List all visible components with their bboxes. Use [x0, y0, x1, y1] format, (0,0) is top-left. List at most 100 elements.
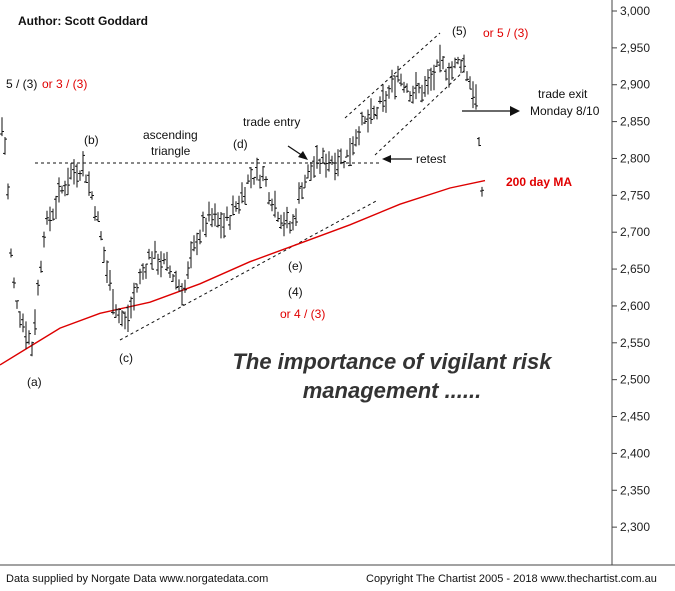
- ohlc-bar: [180, 283, 184, 306]
- ohlc-bar: [306, 164, 310, 179]
- ohlc-bar: [213, 203, 217, 227]
- ohlc-bar: [402, 81, 406, 93]
- ohlc-bar: [453, 57, 457, 69]
- ohlc-bar: [405, 83, 409, 93]
- ohlc-bar: [63, 180, 67, 197]
- y-tick-label: 3,000: [620, 4, 650, 18]
- ohlc-bar: [444, 68, 448, 81]
- ohlc-bar: [435, 59, 439, 67]
- ohlc-bar: [396, 65, 400, 83]
- ohlc-bar: [51, 208, 55, 221]
- y-axis: 2,300 2,350 2,400 2,450 2,500 2,550 2,600 2,650…: [612, 4, 650, 534]
- ohlc-bar: [198, 229, 202, 245]
- ohlc-bar: [228, 215, 232, 230]
- ohlc-bar: [117, 308, 121, 324]
- ohlc-bar: [183, 279, 187, 293]
- ohlc-bar: [201, 211, 205, 232]
- ohlc-bar: [96, 211, 100, 222]
- ohlc-bar: [423, 76, 427, 97]
- wave-d-label: (d): [233, 137, 248, 151]
- ohlc-bar: [114, 304, 118, 318]
- trade-entry-label: trade entry: [243, 115, 300, 129]
- author-label: Author: Scott Goddard: [18, 14, 148, 28]
- ohlc-bar: [318, 158, 322, 174]
- triangle-label: triangle: [151, 144, 191, 158]
- price-bars: [0, 44, 484, 357]
- ohlc-bar: [54, 195, 58, 220]
- ohlc-bar: [468, 76, 472, 90]
- retest-label: retest: [416, 152, 447, 166]
- ohlc-bar: [420, 84, 424, 103]
- ohlc-bar: [93, 206, 97, 221]
- ohlc-bar: [60, 185, 64, 194]
- ohlc-bar: [75, 163, 79, 188]
- wave-4-label: (4): [288, 285, 303, 299]
- ohlc-bar: [348, 138, 352, 167]
- ohlc-bar: [9, 248, 13, 258]
- ohlc-bar: [408, 91, 412, 102]
- ohlc-bar: [174, 270, 178, 290]
- ohlc-bar: [477, 137, 481, 147]
- ohlc-bar: [3, 137, 7, 155]
- ohlc-bar: [15, 300, 19, 309]
- ohlc-bar: [285, 206, 289, 229]
- triangle-support-line: [119, 199, 379, 341]
- footer-data-source: Data supplied by Norgate Data www.norgat…: [6, 573, 268, 585]
- ohlc-bar: [321, 147, 325, 164]
- y-tick-label: 2,550: [620, 336, 650, 350]
- ohlc-bar: [165, 251, 169, 271]
- wave-b-label: (b): [84, 133, 99, 147]
- ohlc-bar: [327, 151, 331, 172]
- headline-line-2: management ......: [303, 378, 482, 403]
- ohlc-bar: [264, 176, 268, 187]
- y-tick-label: 2,900: [620, 78, 650, 92]
- ohlc-bar: [291, 214, 295, 231]
- ohlc-bar: [78, 170, 82, 181]
- ohlc-bar: [465, 71, 469, 82]
- ohlc-bar: [297, 182, 301, 204]
- trade-entry-arrowhead: [298, 151, 308, 160]
- ohlc-bar: [177, 279, 181, 292]
- plot-area: [0, 0, 612, 565]
- ohlc-bar: [243, 187, 247, 205]
- wave-a-label: (a): [27, 375, 42, 389]
- ohlc-bar: [111, 289, 115, 315]
- ohlc-bar: [357, 126, 361, 146]
- or-3-3-label: or 3 / (3): [42, 77, 87, 91]
- ohlc-bar: [162, 253, 166, 265]
- ohlc-bar: [249, 167, 253, 189]
- ohlc-bar: [18, 311, 22, 328]
- ohlc-bar: [132, 282, 136, 311]
- ohlc-bar: [312, 156, 316, 178]
- ohlc-bar: [57, 177, 61, 203]
- ohlc-bar: [300, 182, 304, 200]
- ohlc-bar: [237, 195, 241, 214]
- ascending-label: ascending: [143, 128, 198, 142]
- ohlc-bar: [363, 116, 367, 124]
- ohlc-bar: [294, 208, 298, 226]
- ohlc-bar: [12, 277, 16, 289]
- ohlc-bar: [384, 91, 388, 113]
- ohlc-bar: [459, 59, 463, 74]
- ohlc-bar: [429, 67, 433, 91]
- y-tick-label: 2,750: [620, 188, 650, 202]
- ohlc-bar: [303, 174, 307, 189]
- trade-exit-date-label: Monday 8/10: [530, 104, 600, 118]
- ohlc-bar: [288, 221, 292, 234]
- ohlc-bar: [261, 166, 265, 182]
- wave-5-3-label: 5 / (3): [6, 77, 37, 91]
- ohlc-bar: [39, 260, 43, 273]
- ohlc-bar: [480, 186, 484, 197]
- ohlc-bar: [441, 56, 445, 70]
- ohlc-bar: [225, 206, 229, 221]
- ohlc-bar: [207, 201, 211, 222]
- wave-c-label: (c): [119, 351, 133, 365]
- ohlc-bar: [21, 313, 25, 333]
- ohlc-bar: [378, 96, 382, 104]
- y-tick-label: 2,300: [620, 520, 650, 534]
- ohlc-bar: [246, 174, 250, 184]
- ohlc-bar: [189, 241, 193, 269]
- pattern-lines: [35, 32, 466, 341]
- ohlc-bar: [204, 217, 208, 238]
- ohlc-bar: [270, 198, 274, 212]
